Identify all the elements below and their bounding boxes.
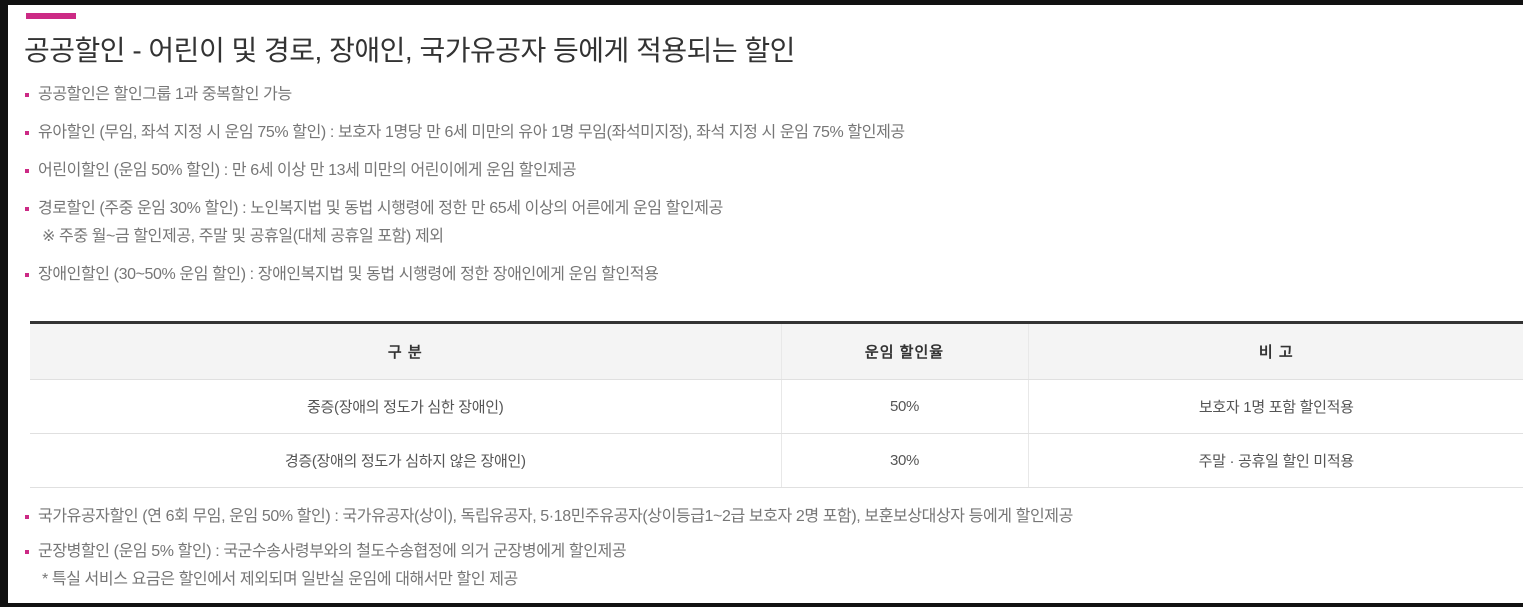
bullet-dot-icon <box>25 169 29 173</box>
list-item: 경로할인 (주중 운임 30% 할인) : 노인복지법 및 동법 시행령에 정한… <box>24 197 1504 249</box>
bottom-notice-list: 국가유공자할인 (연 6회 무임, 운임 50% 할인) : 국가유공자(상이)… <box>24 505 1514 603</box>
table-cell: 경증(장애의 정도가 심하지 않은 장애인) <box>30 433 782 488</box>
table-header-cell: 비 고 <box>1028 322 1523 380</box>
notice-text: 국가유공자할인 (연 6회 무임, 운임 50% 할인) : 국가유공자(상이)… <box>38 508 1073 525</box>
notice-text: 공공할인은 할인그룹 1과 중복할인 가능 <box>38 86 292 103</box>
top-notice-list: 공공할인은 할인그룹 1과 중복할인 가능 유아할인 (무임, 좌석 지정 시 … <box>24 83 1504 301</box>
notice-text: 장애인할인 (30~50% 운임 할인) : 장애인복지법 및 동법 시행령에 … <box>38 266 659 283</box>
list-item: 장애인할인 (30~50% 운임 할인) : 장애인복지법 및 동법 시행령에 … <box>24 263 1504 287</box>
accent-bar-icon <box>26 13 76 19</box>
table-cell: 50% <box>781 379 1029 434</box>
table-header-row: 구 분 운임 할인율 비 고 <box>30 322 1523 380</box>
notice-subtext: * 특실 서비스 요금은 할인에서 제외되며 일반실 운임에 대해서만 할인 제… <box>42 571 518 588</box>
list-item: 군장병할인 (운임 5% 할인) : 국군수송사령부와의 철도수송협정에 의거 … <box>24 540 1514 592</box>
notice-text: 군장병할인 (운임 5% 할인) : 국군수송사령부와의 철도수송협정에 의거 … <box>38 543 627 560</box>
notice-text: 경로할인 (주중 운임 30% 할인) : 노인복지법 및 동법 시행령에 정한… <box>38 200 723 217</box>
table-cell: 30% <box>781 433 1029 488</box>
bullet-dot-icon <box>25 207 29 211</box>
bullet-dot-icon <box>25 273 29 277</box>
list-item: 유아할인 (무임, 좌석 지정 시 운임 75% 할인) : 보호자 1명당 만… <box>24 121 1504 145</box>
table-cell: 보호자 1명 포함 할인적용 <box>1028 379 1523 434</box>
bullet-dot-icon <box>25 93 29 97</box>
disability-fare-table: 구 분 운임 할인율 비 고 중증(장애의 정도가 심한 장애인) 50% 보호… <box>30 321 1523 488</box>
table-header-cell: 구 분 <box>30 322 782 380</box>
notice-subtext: ※ 주중 월~금 할인제공, 주말 및 공휴일(대체 공휴일 포함) 제외 <box>42 228 444 245</box>
notice-text: 어린이할인 (운임 50% 할인) : 만 6세 이상 만 13세 미만의 어린… <box>38 162 577 179</box>
list-item: 공공할인은 할인그룹 1과 중복할인 가능 <box>24 83 1504 107</box>
bullet-dot-icon <box>25 515 29 519</box>
table-row: 중증(장애의 정도가 심한 장애인) 50% 보호자 1명 포함 할인적용 <box>30 379 1523 434</box>
disability-fare-table-wrap: 구 분 운임 할인율 비 고 중증(장애의 정도가 심한 장애인) 50% 보호… <box>30 321 1523 488</box>
notice-text: 유아할인 (무임, 좌석 지정 시 운임 75% 할인) : 보호자 1명당 만… <box>38 124 905 141</box>
table-cell: 주말 · 공휴일 할인 미적용 <box>1028 433 1523 488</box>
bullet-dot-icon <box>25 131 29 135</box>
table-cell: 중증(장애의 정도가 심한 장애인) <box>30 379 782 434</box>
list-item: 어린이할인 (운임 50% 할인) : 만 6세 이상 만 13세 미만의 어린… <box>24 159 1504 183</box>
discount-info-card: 공공할인 - 어린이 및 경로, 장애인, 국가유공자 등에게 적용되는 할인 … <box>8 5 1523 603</box>
table-header-cell: 운임 할인율 <box>781 322 1029 380</box>
list-item: 국가유공자할인 (연 6회 무임, 운임 50% 할인) : 국가유공자(상이)… <box>24 505 1514 529</box>
table-row: 경증(장애의 정도가 심하지 않은 장애인) 30% 주말 · 공휴일 할인 미… <box>30 433 1523 488</box>
page-title: 공공할인 - 어린이 및 경로, 장애인, 국가유공자 등에게 적용되는 할인 <box>24 35 795 66</box>
bullet-dot-icon <box>25 550 29 554</box>
